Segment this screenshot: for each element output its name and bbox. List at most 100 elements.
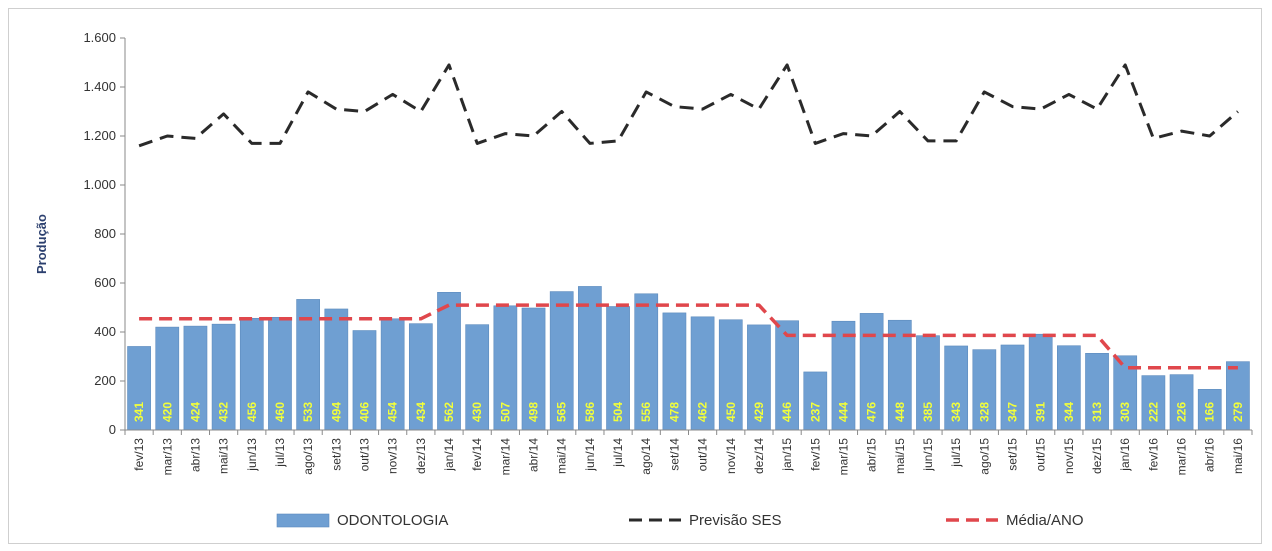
x-tick-label: jun/14 [583,438,597,472]
bar-series [127,286,1250,431]
bar-data-label: 343 [949,402,963,422]
x-tick-label: fev/16 [1146,438,1160,471]
x-tick-label: fev/14 [470,438,484,471]
x-tick-label: set/15 [1006,438,1020,471]
bar-data-label: 385 [921,402,935,422]
bar-data-label: 456 [245,402,259,422]
bar-data-label: 533 [301,402,315,422]
bar-data-label: 237 [808,402,822,422]
legend-swatch-odontologia [276,513,330,528]
previsao-ses-line [138,63,1239,148]
legend-label: Previsão SES [689,512,782,529]
x-tick-label: abr/15 [865,438,879,472]
media-ano-line [139,303,1238,370]
bar-data-label: 434 [414,402,428,422]
y-tick-label: 800 [94,226,116,241]
bar-data-label: 478 [667,402,681,422]
y-tick-label: 1.400 [83,79,116,94]
bar-data-label: 504 [611,402,625,422]
x-tick-label: jan/15 [780,438,794,472]
bar-data-label: 279 [1231,402,1245,422]
x-tick-label: jun/13 [245,438,259,472]
legend-label: ODONTOLOGIA [337,512,448,529]
x-tick-label: mar/14 [498,438,512,476]
bar-data-label: 341 [132,402,146,422]
x-tick-label: jul/15 [949,438,963,468]
x-tick-label: mar/16 [1175,438,1189,476]
bar-data-label: 586 [583,402,597,422]
y-tick-label: 200 [94,373,116,388]
x-tick-label: mar/15 [836,438,850,476]
bar-data-label: 448 [893,402,907,422]
x-tick-label: nov/13 [386,438,400,474]
bar-data-label: 303 [1118,402,1132,422]
x-tick-label: ago/15 [977,438,991,475]
chart-svg: 0 200 400 600 800 1.000 1.200 1.400 1.600 Produç… [34,30,1253,529]
x-tick-label: mar/13 [160,438,174,476]
bar-data-label: 226 [1175,402,1189,422]
legend-label: Média/ANO [1006,512,1084,529]
bar-data-label: 444 [836,402,850,422]
bar-data-label: 556 [639,402,653,422]
x-tick-label: fev/13 [132,438,146,471]
x-tick-label: out/15 [1034,438,1048,472]
chart-frame: 0 200 400 600 800 1.000 1.200 1.400 1.600 Produç… [8,8,1262,544]
bar-data-labels: 341 420 424 432 456 460 533 494 406 454 434 562 430 5… [132,402,1245,422]
y-axis-label: Produção [34,214,49,274]
x-tick-label: set/14 [667,438,681,471]
y-tick-label: 1.200 [83,128,116,143]
x-tick-label: ago/13 [301,438,315,475]
bar-data-label: 420 [160,402,174,422]
x-tick-label: abr/14 [527,438,541,472]
bar-data-label: 344 [1062,402,1076,422]
x-tick-label: jan/14 [442,438,456,472]
bar-data-label: 450 [724,402,738,422]
x-tick-label: jun/15 [921,438,935,472]
y-tick-label: 400 [94,324,116,339]
x-tick-label: nov/15 [1062,438,1076,474]
legend: ODONTOLOGIA Previsão SES Média/ANO [276,512,1084,529]
x-tick-label: fev/15 [808,438,822,471]
x-tick-label: out/13 [357,438,371,472]
bar-data-label: 429 [752,402,766,422]
x-tick-label: dez/13 [414,438,428,474]
x-tick-label: jan/16 [1118,438,1132,472]
bar-data-label: 406 [357,402,371,422]
bar-data-label: 424 [188,402,202,422]
bar-data-label: 498 [527,402,541,422]
x-tick-label: nov/14 [724,438,738,474]
bar-data-label: 347 [1006,402,1020,422]
x-tick-label: ago/14 [639,438,653,475]
bar-data-label: 462 [696,402,710,422]
x-axis: fev/13 mar/13 abr/13 mai/13 jun/13 jul/13 ago/… [124,429,1253,476]
bar-data-label: 313 [1090,402,1104,422]
y-axis: 0 200 400 600 800 1.000 1.200 1.400 1.600 [83,30,126,437]
bar-data-label: 494 [329,402,343,422]
line-series [138,63,1239,370]
bar-data-label: 565 [555,402,569,422]
x-tick-label: abr/13 [188,438,202,472]
x-tick-label: abr/16 [1203,438,1217,472]
x-tick-label: mai/14 [555,438,569,474]
bar-data-label: 507 [498,402,512,422]
x-tick-label: dez/15 [1090,438,1104,474]
x-tick-label: jul/14 [611,438,625,468]
bar-data-label: 166 [1203,402,1217,422]
y-tick-label: 600 [94,275,116,290]
bar-data-label: 446 [780,402,794,422]
bar-data-label: 222 [1146,402,1160,422]
bar-data-label: 476 [865,402,879,422]
bar-data-label: 460 [273,402,287,422]
bar-data-label: 391 [1034,402,1048,422]
x-tick-label: jul/13 [273,438,287,468]
y-tick-label: 1.600 [83,30,116,45]
bar-data-label: 454 [386,402,400,422]
x-tick-label: dez/14 [752,438,766,474]
x-tick-label: mai/16 [1231,438,1245,474]
bar-data-label: 432 [217,402,231,422]
x-tick-label: set/13 [329,438,343,471]
bar-data-label: 562 [442,402,456,422]
x-tick-label: out/14 [696,438,710,472]
y-tick-label: 0 [109,422,116,437]
y-tick-label: 1.000 [83,177,116,192]
